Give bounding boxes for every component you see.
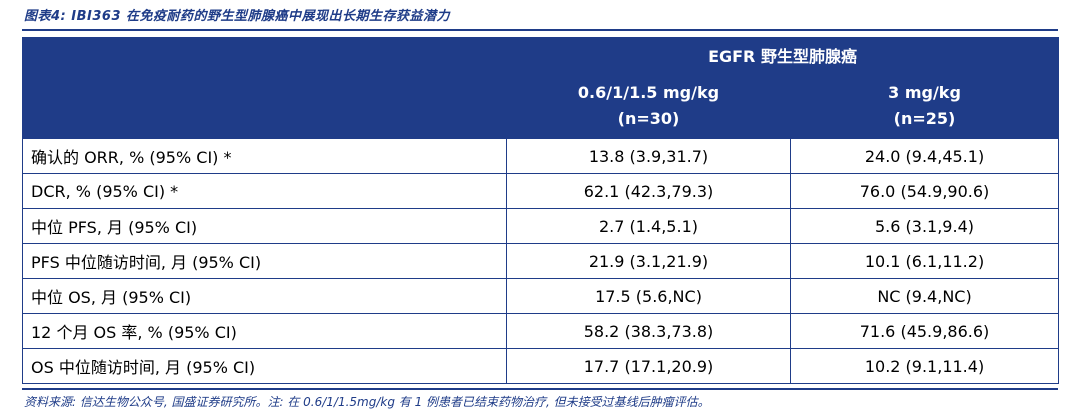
results-table: EGFR 野生型肺腺癌 0.6/1/1.5 mg/kg (n=30) 3 mg/… — [22, 37, 1060, 384]
value-high-dose: 24.0 (9.4,45.1) — [789, 138, 1060, 174]
header-row-columns: 0.6/1/1.5 mg/kg (n=30) 3 mg/kg (n=25) — [23, 72, 1060, 139]
value-low-dose: 17.7 (17.1,20.9) — [506, 348, 791, 384]
table-row: PFS 中位随访时间, 月 (95% CI) 21.9 (3.1,21.9) 1… — [22, 243, 1060, 279]
row-label: PFS 中位随访时间, 月 (95% CI) — [22, 243, 507, 279]
figure-caption: 图表4: IBI363 在免疫耐药的野生型肺腺癌中展现出长期生存获益潜力 — [24, 9, 451, 24]
value-high-dose: 71.6 (45.9,86.6) — [789, 313, 1060, 349]
table-row: 12 个月 OS 率, % (95% CI) 58.2 (38.3,73.8) … — [22, 313, 1060, 349]
value-low-dose: 13.8 (3.9,31.7) — [506, 138, 791, 174]
source-note: 资料来源: 信达生物公众号, 国盛证券研究所。注: 在 0.6/1/1.5mg/… — [24, 395, 710, 409]
header-corner — [22, 37, 507, 139]
value-low-dose: 62.1 (42.3,79.3) — [506, 173, 791, 209]
column-header-dose-text: 0.6/1/1.5 mg/kg — [577, 82, 720, 102]
value-high-dose: NC (9.4,NC) — [789, 278, 1060, 314]
column-header-dose-text: 3 mg/kg — [888, 82, 961, 102]
column-header-n-text: (n=30) — [617, 108, 680, 128]
table-row: OS 中位随访时间, 月 (95% CI) 17.7 (17.1,20.9) 1… — [22, 348, 1060, 384]
value-high-dose: 76.0 (54.9,90.6) — [789, 173, 1060, 209]
row-label: 确认的 ORR, % (95% CI) * — [22, 138, 507, 174]
row-label: 中位 PFS, 月 (95% CI) — [22, 208, 507, 244]
caption-rule — [22, 29, 1058, 31]
value-low-dose: 17.5 (5.6,NC) — [506, 278, 791, 314]
value-low-dose: 2.7 (1.4,5.1) — [506, 208, 791, 244]
value-high-dose: 10.2 (9.1,11.4) — [789, 348, 1060, 384]
value-low-dose: 21.9 (3.1,21.9) — [506, 243, 791, 279]
row-label: 12 个月 OS 率, % (95% CI) — [22, 313, 507, 349]
header-row-group: EGFR 野生型肺腺癌 — [22, 37, 1060, 139]
column-header-n-text: (n=25) — [893, 108, 956, 128]
row-label: 中位 OS, 月 (95% CI) — [22, 278, 507, 314]
group-header: EGFR 野生型肺腺癌 — [505, 37, 1060, 73]
table-row: 确认的 ORR, % (95% CI) * 13.8 (3.9,31.7) 24… — [22, 138, 1060, 174]
value-high-dose: 5.6 (3.1,9.4) — [789, 208, 1060, 244]
column-header-low-dose: 0.6/1/1.5 mg/kg (n=30) — [506, 72, 791, 139]
row-label: OS 中位随访时间, 月 (95% CI) — [22, 348, 507, 384]
value-low-dose: 58.2 (38.3,73.8) — [506, 313, 791, 349]
value-high-dose: 10.1 (6.1,11.2) — [789, 243, 1060, 279]
table-row: 中位 OS, 月 (95% CI) 17.5 (5.6,NC) NC (9.4,… — [22, 278, 1060, 314]
table-row: DCR, % (95% CI) * 62.1 (42.3,79.3) 76.0 … — [22, 173, 1060, 209]
source-rule — [22, 388, 1058, 390]
table-row: 中位 PFS, 月 (95% CI) 2.7 (1.4,5.1) 5.6 (3.… — [22, 208, 1060, 244]
column-header-high-dose: 3 mg/kg (n=25) — [789, 72, 1060, 139]
row-label: DCR, % (95% CI) * — [22, 173, 507, 209]
